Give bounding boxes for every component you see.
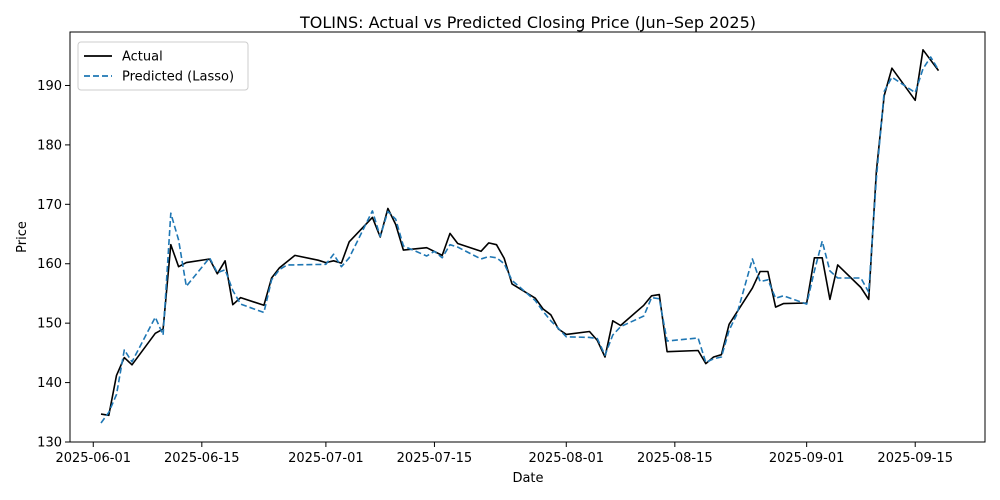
series-line-actual [100,48,940,417]
x-tick-label: 2025-08-15 [637,451,713,466]
legend: Actual Predicted (Lasso) [77,41,249,91]
x-tick-label: 2025-06-15 [164,451,240,466]
y-tick-label: 180 [37,138,62,153]
y-tick-label: 170 [37,198,62,213]
y-tick-label: 190 [37,79,62,94]
y-tick-label: 150 [37,317,62,332]
y-tick-label: 140 [37,376,62,391]
chart-title: TOLINS: Actual vs Predicted Closing Pric… [299,13,756,32]
y-axis-label: Price [15,221,30,253]
x-tick-label: 2025-09-01 [769,451,845,466]
series-line-predicted [100,56,940,424]
x-axis: 2025-06-01 2025-06-15 2025-07-01 2025-07-15… [55,442,953,466]
y-tick-label: 130 [37,436,62,451]
legend-label: Actual [122,50,163,65]
x-tick-label: 2025-06-01 [55,451,131,466]
x-tick-label: 2025-07-01 [288,451,364,466]
y-tick-label: 160 [37,257,62,272]
plot-frame [69,31,986,443]
x-axis-label: Date [512,471,543,486]
x-tick-label: 2025-07-15 [397,451,473,466]
x-tick-label: 2025-09-15 [877,451,953,466]
x-tick-label: 2025-08-01 [528,451,604,466]
legend-box [77,41,249,91]
y-axis: 130 140 150 160 170 180 190 [37,79,70,451]
series-layer [100,48,940,424]
legend-label: Predicted (Lasso) [122,70,234,85]
